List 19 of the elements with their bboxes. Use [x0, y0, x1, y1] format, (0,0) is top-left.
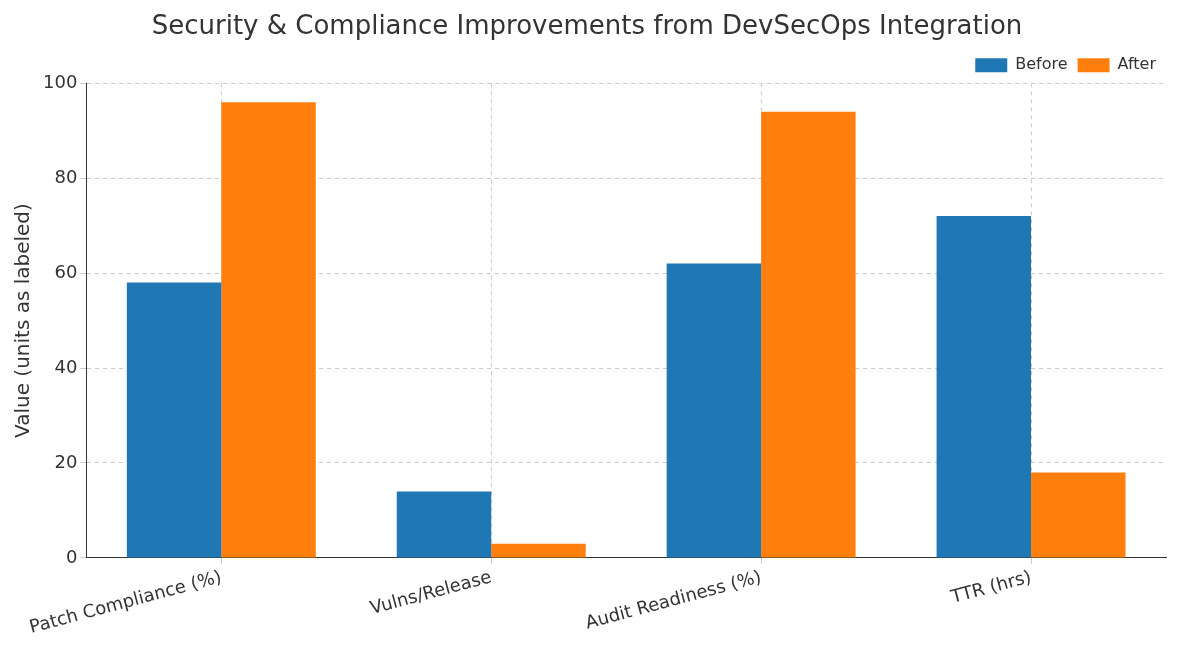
bar	[1031, 472, 1126, 558]
bar	[666, 263, 762, 558]
y-tick-label: 40	[54, 355, 78, 377]
bar	[761, 111, 856, 558]
bar	[491, 543, 586, 558]
legend-label: Before	[1015, 54, 1068, 74]
y-axis-title: Value (units as labeled)	[10, 203, 35, 438]
y-tick-label: 20	[54, 450, 78, 472]
y-tick-label: 60	[54, 260, 78, 282]
x-tick-label: TTR (hrs)	[947, 565, 1034, 608]
bar	[396, 491, 492, 558]
y-tick-label: 80	[54, 165, 78, 187]
y-tick-label: 0	[65, 545, 78, 567]
chart-title: Security & Compliance Improvements from DevSecOps Integration	[151, 10, 1023, 41]
legend-label: After	[1117, 54, 1157, 74]
bar	[126, 282, 222, 558]
y-tick-label: 100	[43, 70, 78, 92]
bar	[221, 102, 316, 558]
bar	[936, 216, 1032, 558]
